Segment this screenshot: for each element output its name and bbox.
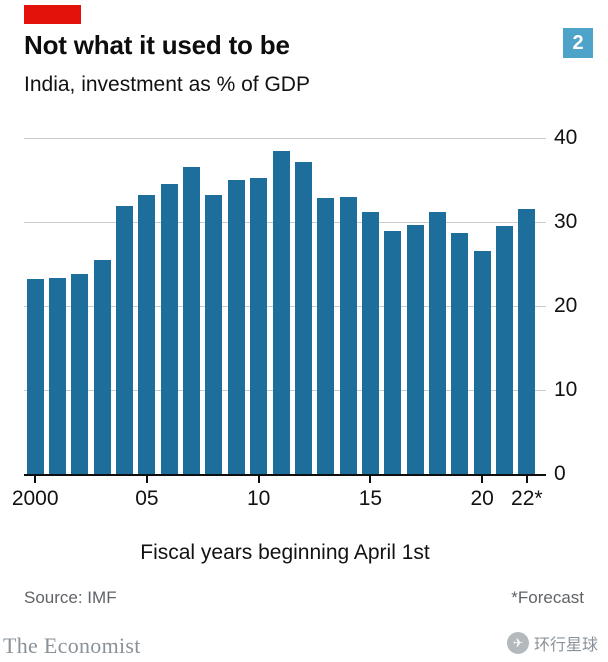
globe-icon: ✈ <box>506 632 529 654</box>
x-tick-label: 22* <box>511 487 543 510</box>
bar-2006 <box>160 184 178 474</box>
source-note: Source: IMF <box>24 588 117 607</box>
bar-2013 <box>317 198 335 474</box>
x-axis-line <box>24 474 546 476</box>
x-tick-label: 20 <box>470 487 494 510</box>
footnote-row: Source: IMF *Forecast <box>24 588 584 610</box>
x-tick-label: 15 <box>358 487 383 510</box>
x-axis: 2000 05 10 15 20 22* <box>12 476 543 520</box>
bar-2002 <box>71 274 89 474</box>
bar-2018 <box>428 212 446 474</box>
x-tick <box>481 476 484 483</box>
bar-2015 <box>361 212 379 474</box>
bar-2005 <box>138 195 156 474</box>
x-tick <box>525 476 528 483</box>
bar-2019 <box>451 233 469 474</box>
bar-2008 <box>205 195 223 474</box>
y-axis-labels: 0 10 20 30 40 <box>554 126 598 485</box>
bar-2007 <box>183 167 201 474</box>
chart-subtitle: India, investment as % of GDP <box>24 73 310 96</box>
watermark: ✈ 环行星球 <box>506 631 598 655</box>
x-tick <box>369 476 372 483</box>
bar-2010 <box>250 178 268 474</box>
bar-2014 <box>339 197 357 474</box>
y-tick-label: 10 <box>554 378 578 401</box>
economist-red-tag <box>24 5 81 24</box>
gridline <box>24 138 546 139</box>
bar-2000 <box>26 279 44 474</box>
x-axis-caption: Fiscal years beginning April 1st <box>140 541 430 564</box>
x-tick <box>257 476 260 483</box>
x-tick-label: 10 <box>246 487 271 510</box>
bar-2016 <box>384 231 402 474</box>
bar-2001 <box>49 278 67 474</box>
y-tick-label: 20 <box>554 294 578 317</box>
y-tick-label: 0 <box>554 462 566 485</box>
bar-2011 <box>272 151 290 474</box>
x-tick-label: 05 <box>135 487 159 510</box>
y-tick-label: 40 <box>554 126 578 149</box>
bar-2021 <box>495 226 513 474</box>
bar-2017 <box>406 225 424 474</box>
plot-area <box>24 138 546 474</box>
x-tick-label: 2000 <box>11 487 59 510</box>
figure-number-badge: 2 <box>563 28 593 58</box>
bar-2022 <box>518 209 536 474</box>
bar-2004 <box>116 206 134 474</box>
bar-2009 <box>227 180 245 474</box>
forecast-note: *Forecast <box>511 588 584 607</box>
bar-2003 <box>93 260 111 474</box>
x-tick <box>34 476 37 483</box>
y-tick-label: 30 <box>554 210 578 233</box>
bar-2020 <box>473 251 491 474</box>
x-tick <box>145 476 148 483</box>
watermark-text: 环行星球 <box>533 637 598 654</box>
bar-2012 <box>294 162 312 474</box>
chart-title: Not what it used to be <box>24 30 290 60</box>
economist-wordmark: The Economist <box>3 633 141 658</box>
